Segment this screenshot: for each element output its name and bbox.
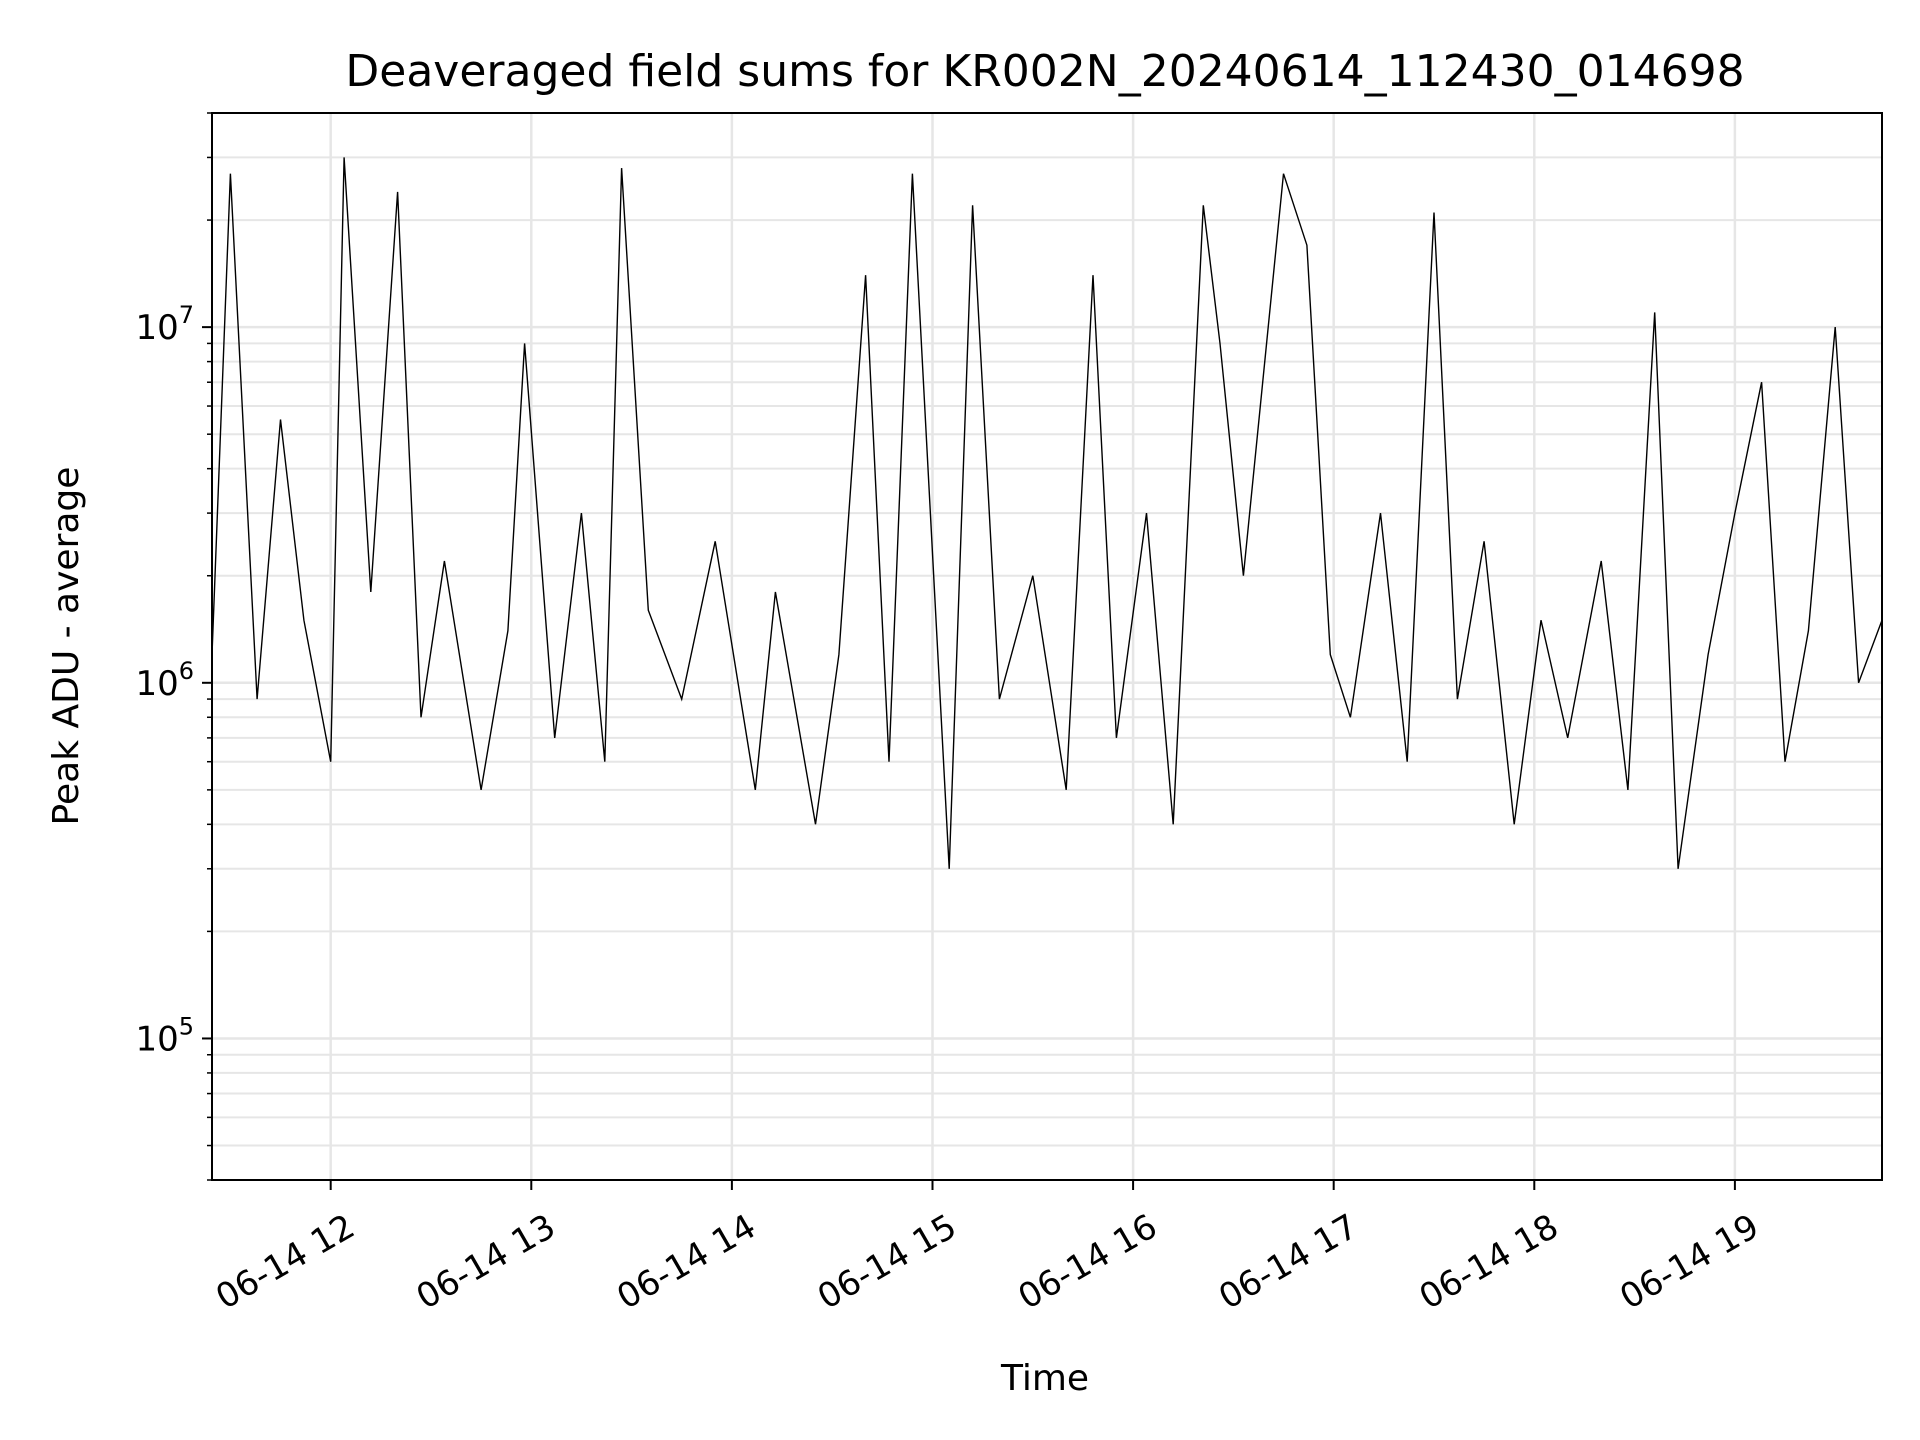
y-tick-base: 10: [135, 1019, 178, 1059]
y-tick-label: 105: [135, 1012, 194, 1059]
plot-frame: [211, 112, 1883, 1181]
series-layer: [211, 157, 1883, 869]
y-tick-label: 107: [135, 301, 194, 348]
y-tick-base: 10: [135, 308, 178, 348]
chart-title: Deaveraged field sums for KR002N_2024061…: [345, 46, 1744, 97]
y-tick-label: 106: [135, 657, 194, 704]
y-tick-exponent: 6: [179, 657, 194, 685]
y-tick-exponent: 7: [179, 301, 194, 329]
y-tick-exponent: 5: [179, 1012, 194, 1040]
y-axis-label: Peak ADU - average: [46, 467, 87, 826]
y-tick-base: 10: [135, 664, 178, 704]
x-axis-label: Time: [1000, 1358, 1089, 1399]
grid: [212, 112, 1882, 1181]
data-series-line: [211, 157, 1883, 869]
